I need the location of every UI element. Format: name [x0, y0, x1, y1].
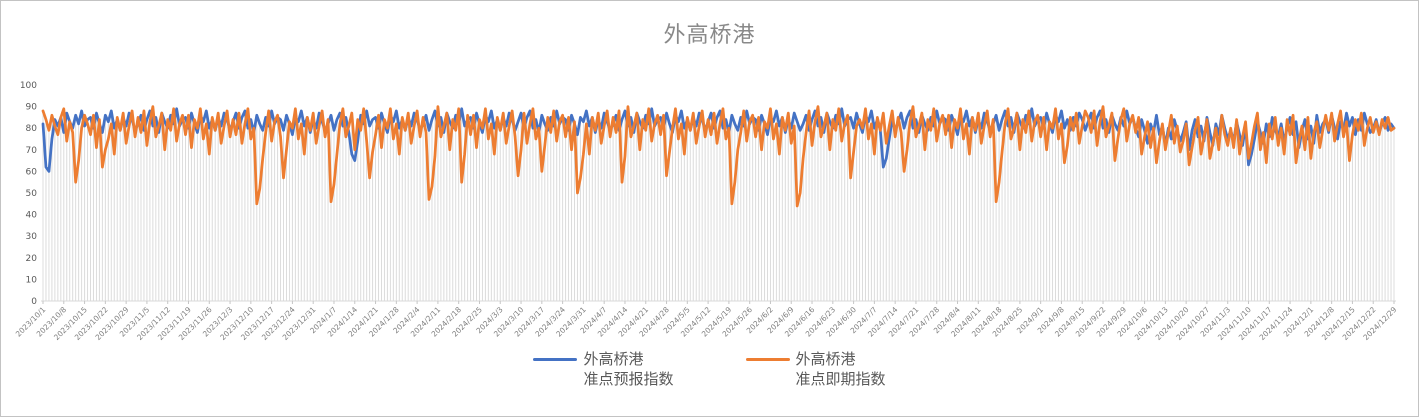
- y-axis-label: 30: [26, 232, 38, 242]
- spot-index-line: [41, 105, 1396, 208]
- y-axis-label: 60: [26, 167, 38, 177]
- legend-label-spot: 外高桥港 准点即期指数: [796, 349, 886, 389]
- legend-spot-line2: 准点即期指数: [795, 370, 886, 388]
- y-axis-label: 90: [26, 103, 38, 113]
- drop-lines: [42, 106, 1395, 301]
- chart-legend: 外高桥港 准点预报指数 外高桥港 准点即期指数: [1, 349, 1418, 389]
- y-axis-label: 0: [31, 297, 37, 307]
- spot-series-line-swatch-icon: [745, 358, 790, 361]
- y-axis-label: 70: [26, 146, 38, 156]
- y-axis-label: 100: [20, 81, 37, 91]
- forecast-series-line-swatch-icon: [533, 358, 578, 361]
- legend-forecast-line2: 准点预报指数: [583, 370, 674, 388]
- legend-item-forecast-index[interactable]: 外高桥港 准点预报指数: [533, 349, 674, 389]
- legend-forecast-line1: 外高桥港: [583, 350, 644, 368]
- legend-spot-line1: 外高桥港: [795, 350, 856, 368]
- y-axis-label: 20: [26, 254, 38, 264]
- chart-title: 外高桥港: [663, 23, 756, 48]
- y-axis-label: 50: [26, 189, 38, 199]
- x-axis-ticks: [42, 301, 1395, 304]
- legend-label-forecast: 外高桥港 准点预报指数: [583, 349, 673, 389]
- legend-item-spot-index[interactable]: 外高桥港 准点即期指数: [745, 349, 886, 389]
- y-axis-label: 80: [26, 124, 38, 134]
- y-axis-label: 10: [26, 275, 38, 285]
- y-axis-label: 40: [26, 211, 38, 221]
